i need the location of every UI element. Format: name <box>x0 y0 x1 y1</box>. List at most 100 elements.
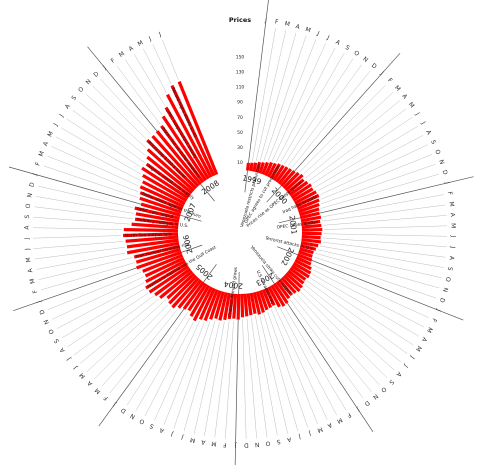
month-spoke <box>163 322 205 425</box>
price-bar <box>282 274 301 293</box>
month-label: M <box>336 416 344 425</box>
month-spoke <box>310 277 414 346</box>
month-spoke <box>312 273 419 337</box>
price-bar <box>123 232 179 238</box>
month-spoke <box>47 155 139 193</box>
price-bar <box>300 215 322 223</box>
price-bar <box>240 293 245 318</box>
price-bar <box>182 281 205 310</box>
price-bar <box>252 162 258 172</box>
month-label: O <box>353 49 361 58</box>
month-label: M <box>316 425 323 433</box>
month-label: J <box>449 234 456 237</box>
month-label: M <box>189 436 196 444</box>
month-label: J <box>308 429 313 437</box>
month-label: S <box>429 139 437 146</box>
price-bar <box>177 81 219 176</box>
month-spoke <box>263 314 299 431</box>
month-label: A <box>424 129 433 137</box>
price-bar <box>272 164 285 181</box>
price-bar <box>249 162 254 172</box>
price-bar <box>258 162 265 174</box>
price-bar <box>299 207 320 217</box>
price-bar <box>267 286 281 308</box>
month-spoke <box>242 319 247 439</box>
year-label: 2001 <box>287 215 298 235</box>
month-spoke <box>86 299 167 372</box>
month-spoke <box>92 86 147 139</box>
month-label: J <box>449 245 456 248</box>
year-label: 2006 <box>181 234 194 255</box>
month-spoke <box>55 136 142 182</box>
month-spoke <box>250 317 268 438</box>
price-bar <box>295 193 320 208</box>
month-label: J <box>413 110 420 116</box>
price-bar <box>166 93 213 178</box>
price-bar <box>166 272 196 300</box>
month-spoke <box>224 320 234 439</box>
month-spoke <box>33 216 130 225</box>
month-spoke <box>72 110 146 164</box>
month-spoke <box>255 315 278 436</box>
price-bar <box>264 287 276 306</box>
price-bar <box>146 138 198 190</box>
price-bar <box>126 241 180 255</box>
annotation-text: OPEC raises quotas <box>276 219 319 231</box>
month-label: J <box>378 69 385 76</box>
price-bar <box>146 148 195 192</box>
month-spoke <box>300 292 388 378</box>
price-bar <box>142 173 188 203</box>
month-spoke <box>271 309 318 424</box>
month-label: J <box>325 34 331 42</box>
month-label: F <box>102 394 110 402</box>
month-label: A <box>86 379 94 387</box>
month-label: M <box>407 101 416 109</box>
month-spoke <box>125 59 163 115</box>
month-label: S <box>53 337 61 344</box>
month-label: F <box>345 411 352 419</box>
month-label: J <box>65 356 72 363</box>
month-label: A <box>285 435 291 443</box>
month-label: F <box>274 18 279 26</box>
month-spoke <box>291 70 371 168</box>
month-spoke <box>317 135 424 192</box>
month-label: J <box>72 364 79 371</box>
price-bar <box>280 276 297 294</box>
month-label: M <box>46 130 55 138</box>
month-spoke <box>61 288 145 339</box>
month-spoke <box>299 84 386 172</box>
price-bar <box>187 283 208 312</box>
month-label: F <box>110 57 117 65</box>
price-bar <box>139 196 182 214</box>
month-spoke <box>321 163 436 205</box>
price-bar <box>218 292 228 321</box>
month-spoke <box>36 196 134 214</box>
month-label: O <box>433 149 441 156</box>
month-spoke <box>38 257 133 280</box>
month-spoke <box>315 252 440 289</box>
month-label: J <box>112 401 119 408</box>
month-label: N <box>129 412 136 420</box>
y-tick-label: 130 <box>236 70 245 76</box>
month-label: J <box>170 430 175 438</box>
price-bar <box>159 270 194 299</box>
price-bar <box>177 279 203 309</box>
price-bar <box>142 180 186 205</box>
month-spoke <box>85 93 147 149</box>
price-bar <box>232 293 238 319</box>
price-bar <box>141 166 189 200</box>
month-label: N <box>26 193 34 199</box>
price-bar <box>300 241 319 248</box>
month-label: M <box>304 26 311 34</box>
price-bar <box>136 250 182 270</box>
month-spoke <box>324 225 447 230</box>
price-bar <box>140 202 181 217</box>
month-spoke <box>101 308 172 387</box>
month-spoke <box>322 204 446 222</box>
month-spoke <box>80 298 159 364</box>
month-label: D <box>38 308 46 315</box>
month-spoke <box>272 43 326 161</box>
price-bar <box>131 222 179 230</box>
